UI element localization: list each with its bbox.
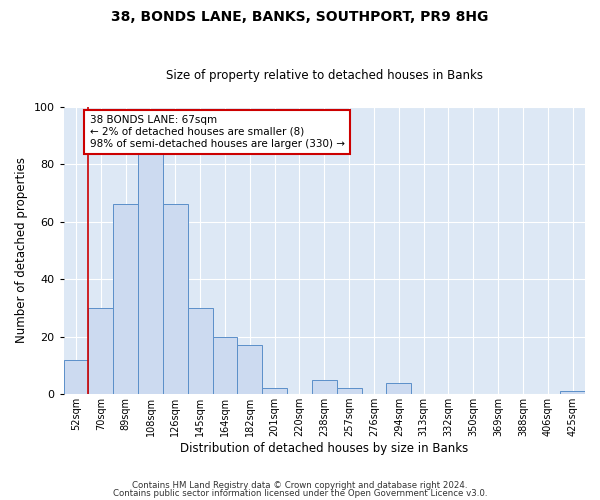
Bar xyxy=(312,380,337,394)
Bar xyxy=(163,204,188,394)
Bar xyxy=(212,336,238,394)
Text: 38, BONDS LANE, BANKS, SOUTHPORT, PR9 8HG: 38, BONDS LANE, BANKS, SOUTHPORT, PR9 8H… xyxy=(112,10,488,24)
Bar xyxy=(88,308,113,394)
Bar xyxy=(262,388,287,394)
Bar xyxy=(138,153,163,394)
Text: Contains public sector information licensed under the Open Government Licence v3: Contains public sector information licen… xyxy=(113,488,487,498)
Bar xyxy=(386,382,411,394)
Bar xyxy=(113,204,138,394)
Text: Contains HM Land Registry data © Crown copyright and database right 2024.: Contains HM Land Registry data © Crown c… xyxy=(132,481,468,490)
Bar xyxy=(560,392,585,394)
Bar xyxy=(188,308,212,394)
Title: Size of property relative to detached houses in Banks: Size of property relative to detached ho… xyxy=(166,69,483,82)
Text: 38 BONDS LANE: 67sqm
← 2% of detached houses are smaller (8)
98% of semi-detache: 38 BONDS LANE: 67sqm ← 2% of detached ho… xyxy=(89,116,344,148)
Bar xyxy=(337,388,362,394)
Bar xyxy=(238,346,262,394)
Y-axis label: Number of detached properties: Number of detached properties xyxy=(15,158,28,344)
X-axis label: Distribution of detached houses by size in Banks: Distribution of detached houses by size … xyxy=(180,442,469,455)
Bar xyxy=(64,360,88,394)
